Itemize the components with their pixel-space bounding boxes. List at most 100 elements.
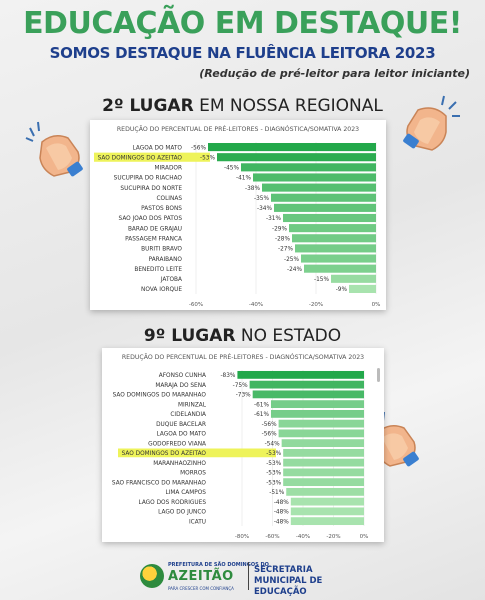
category-label: BARAO DE GRAJAU xyxy=(128,226,182,232)
category-label: LAGOA DO MATO xyxy=(133,145,183,151)
state-rank: 9º LUGAR xyxy=(143,326,236,346)
regional-rank-heading: 2º LUGAR EM NOSSA REGIONAL xyxy=(0,96,485,116)
category-label: LAGO DO JUNCO xyxy=(158,510,206,516)
bar-value-label: -34% xyxy=(257,206,272,212)
bar xyxy=(262,183,376,192)
bar-value-label: -41% xyxy=(236,176,251,182)
logo-emblem-icon xyxy=(140,564,164,588)
chart-title: REDUÇÃO DO PERCENTUAL DE PRÉ-LEITORES - … xyxy=(117,124,359,133)
bar xyxy=(290,507,364,516)
chart-title: REDUÇÃO DO PERCENTUAL DE PRÉ-LEITORES - … xyxy=(122,352,364,361)
category-label: LAGOA DO MATO xyxy=(157,432,207,438)
x-tick-label: 0% xyxy=(372,302,381,308)
headline: EDUCAÇÃO EM DESTAQUE! xyxy=(23,6,462,41)
x-tick-label: -20% xyxy=(309,302,323,308)
bar-value-label: -15% xyxy=(314,277,329,283)
state-bar-chart: REDUÇÃO DO PERCENTUAL DE PRÉ-LEITORES - … xyxy=(112,352,380,540)
bar xyxy=(217,153,376,162)
category-label: SUCUPIRA DO RIACHAO xyxy=(114,176,183,182)
bar xyxy=(283,458,364,467)
bar xyxy=(278,419,364,428)
bar-value-label: -48% xyxy=(274,510,289,516)
bar xyxy=(283,468,364,477)
highlight-band xyxy=(94,152,210,162)
bar xyxy=(252,390,364,399)
bar-value-label: -83% xyxy=(220,373,235,379)
bar-value-label: -56% xyxy=(191,145,206,151)
bar-value-label: -51% xyxy=(269,490,284,496)
bar-value-label: -56% xyxy=(262,422,277,428)
category-label: SAO DOMINGOS DO MARANHAO xyxy=(113,393,207,399)
category-label: SAO DOMINGOS DO AZEITAO xyxy=(122,451,207,457)
bar-value-label: -54% xyxy=(265,441,280,447)
bar-value-label: -29% xyxy=(272,226,287,232)
bar-value-label: -31% xyxy=(266,216,281,222)
bar xyxy=(271,193,376,202)
bar xyxy=(283,213,376,223)
logo-main-text: AZEITÃO xyxy=(168,569,234,584)
chart-scrollbar[interactable] xyxy=(377,368,380,382)
state-rank-label: NO ESTADO xyxy=(235,326,342,346)
category-label: CIDELANDIA xyxy=(170,412,206,418)
prefeitura-logo: PREFEITURA DE SÃO DOMINGOS DO AZEITÃO PA… xyxy=(140,560,269,594)
bar-value-label: -56% xyxy=(262,432,277,438)
bar-value-label: -75% xyxy=(233,383,248,389)
bar xyxy=(283,448,364,457)
highlight-band xyxy=(118,448,276,458)
category-label: MARAJA DO SENA xyxy=(155,383,206,389)
state-chart-card: REDUÇÃO DO PERCENTUAL DE PRÉ-LEITORES - … xyxy=(102,348,384,542)
bar xyxy=(283,478,364,487)
x-tick-label: -80% xyxy=(235,534,249,540)
bar xyxy=(278,429,364,438)
bar-value-label: -53% xyxy=(266,471,281,477)
bar-value-label: -53% xyxy=(266,461,281,467)
bar xyxy=(304,264,376,273)
bar-value-label: -61% xyxy=(254,412,269,418)
category-label: SAO DOMINGOS DO AZEITAO xyxy=(98,155,183,161)
bar xyxy=(249,380,364,389)
secretaria-label: SECRETARIA MUNICIPAL DE EDUCAÇÃO xyxy=(254,565,323,597)
regional-rank: 2º LUGAR xyxy=(102,96,194,116)
bar xyxy=(290,517,364,526)
clapping-hands-icon xyxy=(403,95,460,151)
category-label: BURITI BRAVO xyxy=(141,247,182,253)
bar xyxy=(290,497,364,506)
bar xyxy=(301,254,376,263)
bar-value-label: -73% xyxy=(236,393,251,399)
x-tick-label: 0% xyxy=(360,534,369,540)
bar-value-label: -53% xyxy=(200,155,215,161)
category-label: BENEDITO LEITE xyxy=(134,267,182,273)
subheadline: SOMOS DESTAQUE NA FLUÊNCIA LEITORA 2023 xyxy=(49,44,436,62)
category-label: ICATU xyxy=(189,519,206,525)
category-label: MORROS xyxy=(180,471,206,477)
bar-value-label: -48% xyxy=(274,519,289,525)
category-label: NOVA IORQUE xyxy=(141,287,182,293)
bar-value-label: -24% xyxy=(287,267,302,273)
bar-value-label: -27% xyxy=(278,247,293,253)
regional-chart-card: REDUÇÃO DO PERCENTUAL DE PRÉ-LEITORES - … xyxy=(90,120,386,310)
category-label: PASSAGEM FRANCA xyxy=(125,236,182,242)
category-label: LIMA CAMPOS xyxy=(165,490,206,496)
bar xyxy=(208,143,376,152)
bar-value-label: -61% xyxy=(254,402,269,408)
category-label: MARANHAOZINHO xyxy=(153,461,206,467)
bar-value-label: -28% xyxy=(275,236,290,242)
bar-value-label: -9% xyxy=(336,287,348,293)
category-label: PASTOS BONS xyxy=(141,206,182,212)
clapping-hands-icon xyxy=(25,121,83,177)
regional-rank-label: EM NOSSA REGIONAL xyxy=(193,96,383,116)
category-label: COLINAS xyxy=(156,196,182,202)
x-tick-label: -20% xyxy=(326,534,340,540)
category-label: MIRADOR xyxy=(154,166,182,172)
bar-value-label: -45% xyxy=(224,166,239,172)
bar xyxy=(292,234,376,243)
category-label: GODOFREDO VIANA xyxy=(148,441,206,447)
bar-value-label: -53% xyxy=(266,480,281,486)
footer: PREFEITURA DE SÃO DOMINGOS DO AZEITÃO PA… xyxy=(0,556,485,597)
subtitle-note: (Redução de pré-leitor para leitor inici… xyxy=(199,67,470,80)
bar xyxy=(331,274,376,283)
category-label: MIRINZAL xyxy=(178,402,207,408)
category-label: LAGO DOS RODRIGUES xyxy=(138,500,206,506)
bar xyxy=(270,409,364,418)
bar-value-label: -53% xyxy=(266,451,281,457)
